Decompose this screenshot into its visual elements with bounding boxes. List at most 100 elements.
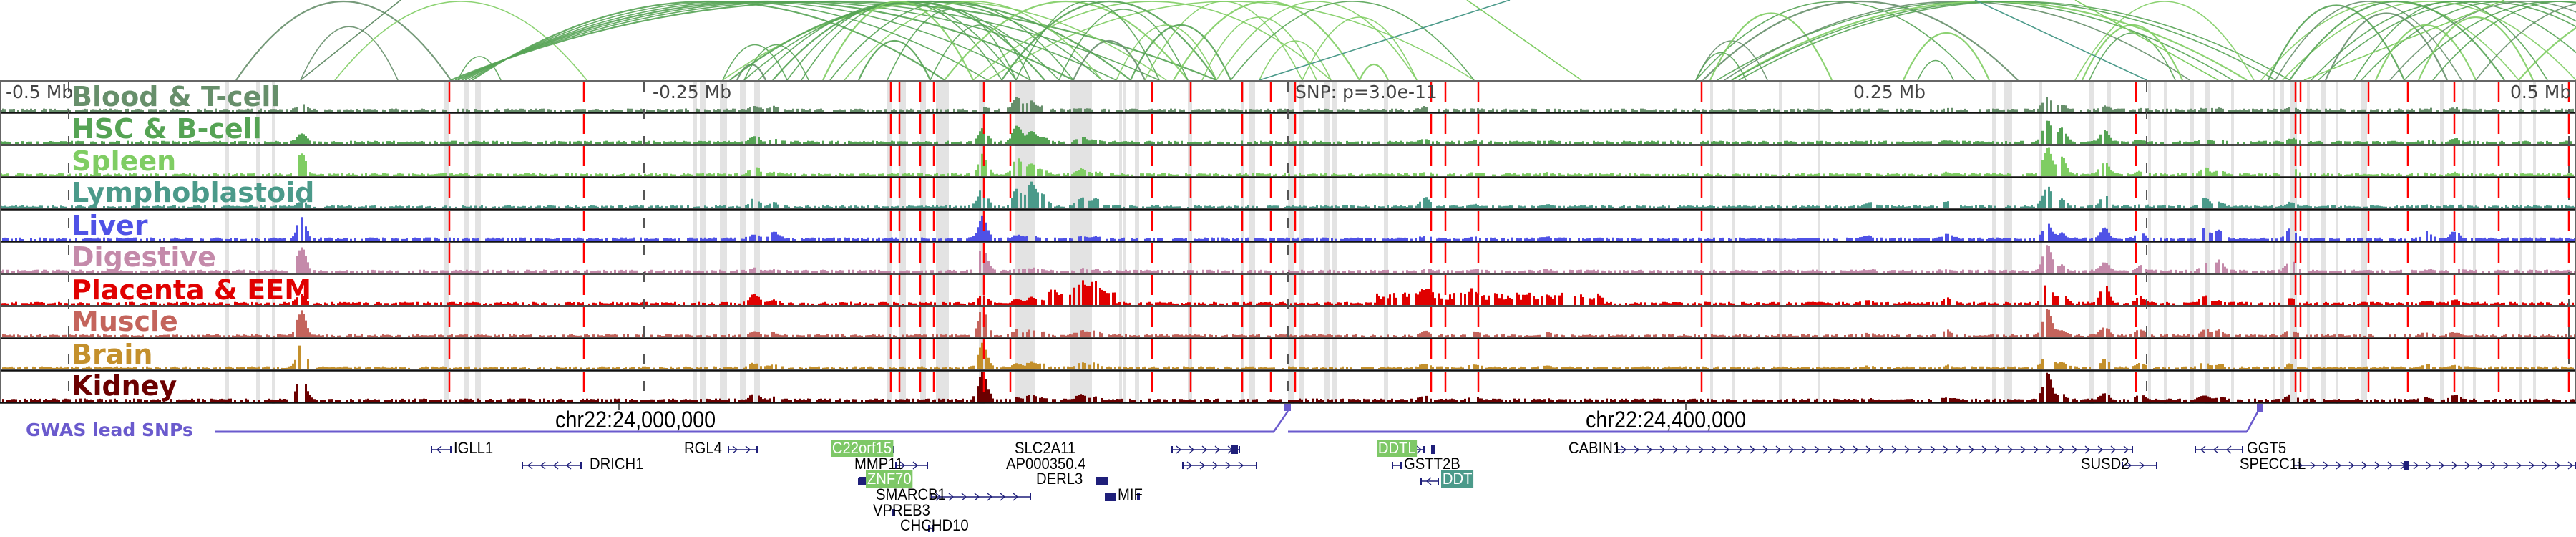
peak-highlight-band — [720, 82, 727, 404]
strand-arrow — [2336, 461, 2342, 470]
interaction-arc — [2318, 1, 2576, 81]
gwas-snp-marker — [1284, 404, 1291, 411]
interaction-arc — [1259, 40, 1332, 81]
strand-arrow — [732, 445, 738, 454]
peak-highlight-band — [700, 82, 706, 404]
strand-arrow — [552, 461, 559, 470]
strand-arrow — [2072, 445, 2078, 454]
peak-highlight-band — [1119, 82, 1122, 404]
signal-track-0 — [0, 97, 2574, 112]
strand-arrow — [1672, 445, 1679, 454]
gene-smarcb1[interactable]: SMARCB1 — [876, 485, 946, 503]
signal-bars — [2, 342, 2574, 369]
gene-c22orf15[interactable]: C22orf15 — [831, 439, 893, 457]
gene-cabin1[interactable]: CABIN1 — [1568, 439, 1621, 457]
peak-highlight-band — [2473, 82, 2476, 404]
gene-mmp11[interactable]: MMP11 — [854, 455, 904, 473]
peak-highlight-band — [2440, 82, 2444, 404]
gene-drich1[interactable]: DRICH1 — [590, 455, 644, 473]
gene-ggt5[interactable]: GGT5 — [2247, 439, 2287, 457]
gene-glyph — [895, 461, 928, 470]
exon-block — [1105, 493, 1116, 501]
strand-arrow — [2374, 461, 2381, 470]
interaction-arc — [2417, 16, 2534, 81]
strand-arrow — [1189, 445, 1195, 454]
gene-chchd10[interactable]: CHCHD10 — [900, 516, 969, 534]
gene-glyph — [1420, 477, 1439, 485]
peak-highlight-band — [2039, 82, 2042, 404]
interaction-arc — [2324, 12, 2449, 81]
peak-highlight-band — [2307, 82, 2310, 404]
strand-arrow — [1775, 445, 1782, 454]
gene-derl3[interactable]: DERL3 — [1036, 470, 1083, 488]
signal-tracks-panel — [0, 80, 2576, 404]
strand-arrow — [2110, 445, 2117, 454]
strand-arrow — [2020, 445, 2026, 454]
peak-highlight-band — [2336, 82, 2338, 404]
strand-arrow — [1878, 445, 1885, 454]
interaction-arc — [1709, 12, 1833, 81]
strand-arrow — [2451, 461, 2458, 470]
strand-arrow — [974, 493, 980, 501]
gene-susd2[interactable]: SUSD2 — [2081, 455, 2129, 473]
interaction-arc — [300, 26, 399, 81]
peak-highlight-band — [2321, 82, 2326, 404]
interaction-arc — [2267, 4, 2406, 81]
interaction-arc — [2518, 26, 2576, 81]
gene-mif[interactable]: MIF — [1118, 485, 1143, 503]
track-label-hsc-bcell: HSC & B-cell — [72, 113, 262, 145]
strand-arrow — [912, 461, 919, 470]
gene-ddtl[interactable]: DDTL — [1377, 439, 1418, 457]
peak-highlight-band — [740, 82, 746, 404]
track-label-lymphoblastoid: Lymphoblastoid — [72, 177, 315, 208]
gene-igll1[interactable]: IGLL1 — [454, 439, 494, 457]
gene-slc2a11[interactable]: SLC2A11 — [1015, 439, 1076, 457]
strand-arrow — [2007, 445, 2014, 454]
peak-highlight-band — [1135, 82, 1139, 404]
strand-arrow — [1788, 445, 1795, 454]
signal-bars — [0, 147, 2574, 176]
gene-znf70[interactable]: ZNF70 — [866, 470, 913, 488]
strand-arrow — [1659, 445, 1666, 454]
strand-arrow — [1238, 461, 1244, 470]
peak-highlight-band — [2205, 82, 2210, 404]
strand-arrow — [2059, 445, 2065, 454]
peak-highlight-band — [1992, 82, 1996, 404]
interaction-arc — [472, 0, 945, 81]
strand-arrow — [1814, 445, 1820, 454]
gene-specc1l[interactable]: SPECC1L — [2240, 455, 2306, 473]
interaction-arc — [2389, 1, 2576, 81]
peak-highlight-band — [2190, 82, 2194, 404]
gene-rgl4[interactable]: RGL4 — [684, 439, 722, 457]
gene-gstt2b[interactable]: GSTT2B — [1404, 455, 1460, 473]
signal-bars — [0, 280, 2574, 305]
interaction-arc — [2089, 32, 2176, 81]
gene-glyph — [928, 525, 934, 532]
gene-glyph — [1616, 445, 2133, 454]
strand-arrow — [2225, 445, 2232, 454]
exon-block — [1096, 477, 1108, 485]
strand-arrow — [1981, 445, 1988, 454]
strand-arrow — [2464, 461, 2471, 470]
peak-highlight-band — [899, 82, 906, 404]
strand-arrow — [1943, 445, 1949, 454]
strand-arrow — [1994, 445, 2001, 454]
strand-arrow — [1685, 445, 1692, 454]
gene-glyph — [892, 509, 895, 516]
gene-vpreb3[interactable]: VPREB3 — [873, 501, 930, 519]
strand-arrow — [2139, 461, 2145, 470]
strand-arrow — [2490, 461, 2497, 470]
strand-arrow — [1840, 445, 1846, 454]
interaction-arc — [2074, 1, 2255, 81]
signal-bars — [2, 215, 2576, 241]
track-label-blood-tcell: Blood & T-cell — [72, 81, 280, 112]
gene-ap000350-4[interactable]: AP000350.4 — [1006, 455, 1086, 473]
gene-ddt[interactable]: DDT — [1441, 470, 1474, 488]
strand-arrow — [1225, 461, 1231, 470]
gene-glyph — [1182, 461, 1257, 470]
peak-highlight-band — [475, 82, 481, 404]
track-label-placenta-eem: Placenta & EEM — [72, 274, 312, 306]
peak-highlight-band — [1123, 82, 1126, 404]
strand-arrow — [2555, 461, 2561, 470]
interaction-arc — [1173, 1, 1360, 81]
